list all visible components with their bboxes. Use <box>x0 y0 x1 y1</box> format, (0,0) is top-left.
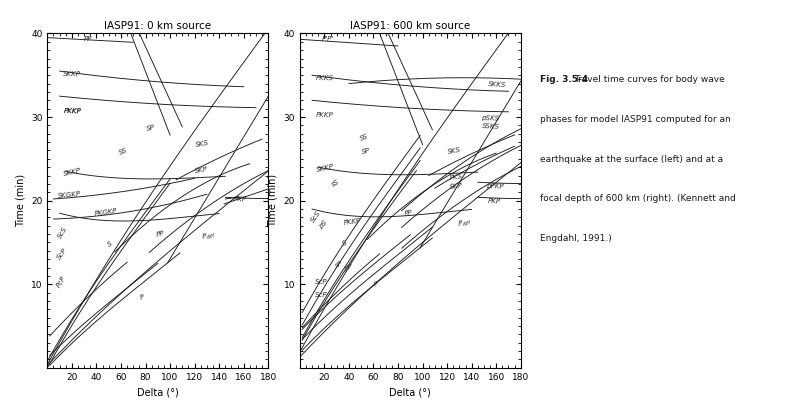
Text: pSKS: pSKS <box>481 115 499 121</box>
Text: Fig. 3.5-4: Fig. 3.5-4 <box>540 75 589 84</box>
Text: ScS: ScS <box>309 210 322 224</box>
Text: PcP: PcP <box>56 275 68 288</box>
Y-axis label: Time (min): Time (min) <box>268 174 278 227</box>
Text: pP: pP <box>342 263 353 272</box>
Text: SKGKP: SKGKP <box>57 191 81 199</box>
Text: SS: SS <box>359 133 369 142</box>
Text: P: P <box>373 281 380 288</box>
Text: $P_{diff}$: $P_{diff}$ <box>200 230 218 243</box>
Text: sP: sP <box>335 261 344 269</box>
Text: ScP: ScP <box>315 292 327 298</box>
Text: ScS: ScS <box>57 226 69 240</box>
Text: SS: SS <box>118 148 129 156</box>
Y-axis label: Time (min): Time (min) <box>16 174 25 227</box>
Title: IASP91: 600 km source: IASP91: 600 km source <box>350 21 470 31</box>
Text: pS: pS <box>318 219 329 230</box>
Text: focal depth of 600 km (right). (Kennett and: focal depth of 600 km (right). (Kennett … <box>540 194 736 204</box>
Title: IASP91: 0 km source: IASP91: 0 km source <box>104 21 211 31</box>
Text: SKP: SKP <box>195 166 209 174</box>
Text: PKP: PKP <box>488 199 501 205</box>
Text: P: P <box>140 294 145 301</box>
Text: PKKP: PKKP <box>342 217 361 226</box>
Text: PKKS: PKKS <box>316 75 334 81</box>
Text: SKKP: SKKP <box>63 71 81 77</box>
Text: SKS: SKS <box>195 140 209 148</box>
Text: PP: PP <box>84 36 92 42</box>
Text: Travel time curves for body wave: Travel time curves for body wave <box>574 75 725 84</box>
Text: sS: sS <box>331 179 341 188</box>
Text: S: S <box>107 241 113 248</box>
Text: SKP: SKP <box>450 182 464 190</box>
Text: PKS: PKS <box>450 173 464 181</box>
Text: PKKP: PKKP <box>316 112 334 119</box>
Text: S: S <box>342 239 349 247</box>
Text: phases for model IASP91 computed for an: phases for model IASP91 computed for an <box>540 115 731 124</box>
Text: SP: SP <box>145 125 155 132</box>
Text: SP: SP <box>361 147 371 155</box>
Text: ScP: ScP <box>56 247 69 261</box>
X-axis label: Delta (°): Delta (°) <box>137 387 178 397</box>
Text: PKGKP: PKGKP <box>94 208 118 217</box>
Text: SKKP: SKKP <box>63 168 82 177</box>
Text: pPKP: pPKP <box>486 183 504 190</box>
Text: Engdahl, 1991.): Engdahl, 1991.) <box>540 234 612 243</box>
X-axis label: Delta (°): Delta (°) <box>390 387 431 397</box>
Text: earthquake at the surface (left) and at a: earthquake at the surface (left) and at … <box>540 155 724 164</box>
Text: SKKS: SKKS <box>488 81 507 88</box>
Text: PKKP: PKKP <box>63 108 81 115</box>
Text: SKS: SKS <box>447 146 462 155</box>
Text: P'P': P'P' <box>322 36 335 42</box>
Text: SSKS: SSKS <box>481 122 499 130</box>
Text: $P_{diff}$: $P_{diff}$ <box>457 217 473 230</box>
Text: PKP: PKP <box>234 196 247 202</box>
Text: SKKP: SKKP <box>316 163 335 173</box>
Text: ScP: ScP <box>315 279 327 285</box>
Text: PP: PP <box>155 230 165 238</box>
Text: PP: PP <box>404 210 413 217</box>
Text: PKKP: PKKP <box>63 108 81 115</box>
